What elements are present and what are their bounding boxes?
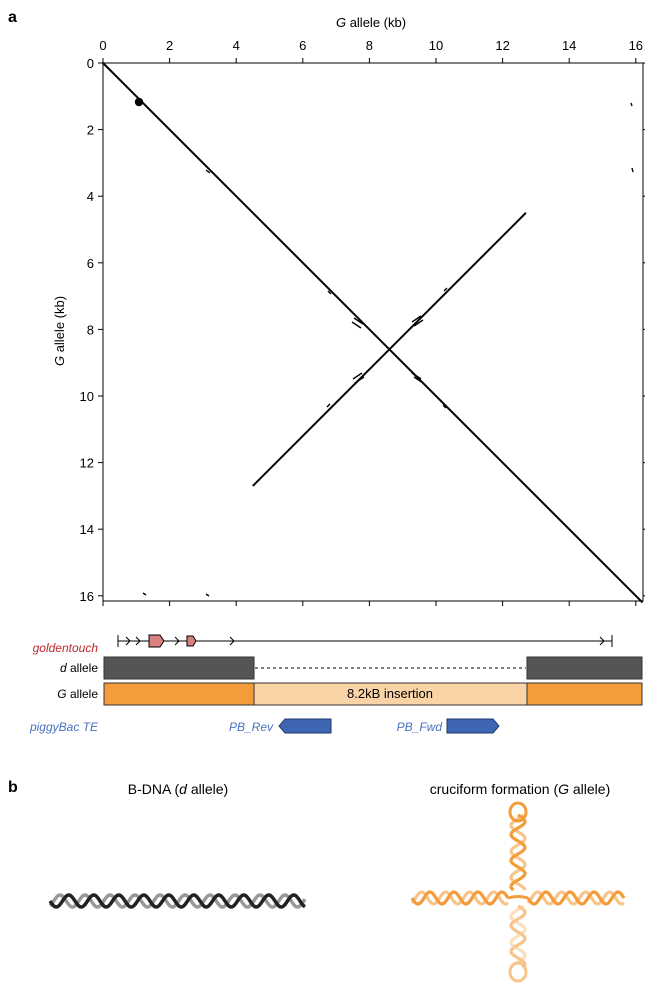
x-tick-label: 16 xyxy=(629,38,643,53)
dot-plot-series xyxy=(102,62,644,604)
x-axis-title: G allele (kb) xyxy=(336,15,406,30)
dot-artifact xyxy=(411,315,422,323)
x-tick-label: 8 xyxy=(366,38,373,53)
dot-artifact xyxy=(142,592,147,596)
x-tick-label: 10 xyxy=(429,38,443,53)
x-tick-label: 12 xyxy=(495,38,509,53)
y-tick-label: 14 xyxy=(80,522,94,537)
pb-fwd-label: PB_Fwd xyxy=(397,720,443,734)
x-axis-ticks: 0 2 4 6 8 10 12 14 16 xyxy=(99,38,643,606)
helix-strand-back xyxy=(509,904,527,969)
x-tick-label: 6 xyxy=(299,38,306,53)
g-allele-right-bar xyxy=(526,682,643,706)
y-tick-label: 12 xyxy=(80,456,94,471)
dot-artifact xyxy=(443,287,448,292)
insertion-label: 8.2kB insertion xyxy=(347,686,433,701)
pb-fwd-arrow xyxy=(446,718,500,734)
dot-artifact xyxy=(353,317,364,325)
dot-artifact xyxy=(631,167,634,173)
y-tick-label: 16 xyxy=(80,589,94,604)
dot-artifact xyxy=(354,376,365,384)
x-tick-label: 2 xyxy=(166,38,173,53)
cruciform-illustration xyxy=(410,801,626,983)
cruciform-junction xyxy=(507,895,529,900)
d-allele-left-bar xyxy=(103,656,255,680)
dot-artifact xyxy=(352,372,363,380)
cruciform-title: cruciform formation (G allele) xyxy=(430,781,611,797)
y-axis-title: G allele (kb) xyxy=(52,296,67,366)
dot-artifact xyxy=(326,403,331,408)
gene-model xyxy=(117,634,613,648)
dot-artifact xyxy=(205,169,211,174)
panel-a-label: a xyxy=(8,9,17,26)
dot-plot-line-1 xyxy=(102,62,644,604)
exon-1 xyxy=(148,634,165,648)
dot-artifact xyxy=(413,376,424,384)
b-dna-title: B-DNA (d allele) xyxy=(128,781,228,797)
y-axis-ticks: 0 2 4 6 8 10 12 14 16 xyxy=(80,56,645,604)
helix-strand-back xyxy=(410,890,509,906)
panel-b-label: b xyxy=(8,779,18,796)
pb-rev-label: PB_Rev xyxy=(229,720,274,734)
dot-plot-artifacts xyxy=(134,97,634,597)
pb-rev-arrow xyxy=(278,718,332,734)
g-allele-label: G allele xyxy=(57,687,98,701)
helix-strand-back xyxy=(509,813,527,891)
dot-artifact xyxy=(351,321,362,329)
y-tick-label: 6 xyxy=(87,256,94,271)
d-allele-label: d allele xyxy=(60,661,98,675)
x-tick-label: 14 xyxy=(562,38,576,53)
dot-artifact xyxy=(134,97,144,107)
exon-2 xyxy=(186,635,197,647)
gene-label: goldentouch xyxy=(33,641,99,655)
dot-artifact xyxy=(413,319,424,327)
y-tick-label: 8 xyxy=(87,322,94,337)
helix-strand-front xyxy=(509,904,527,970)
d-allele-right-bar xyxy=(526,656,643,680)
x-tick-label: 4 xyxy=(233,38,240,53)
helix-strand-back xyxy=(526,890,625,906)
helix-strand-front xyxy=(48,893,306,909)
dot-plot-line-2 xyxy=(252,212,527,487)
cruciform-bottom-loop xyxy=(508,961,528,983)
helix-strand-front xyxy=(526,890,626,906)
y-tick-label: 0 xyxy=(87,56,94,71)
te-label: piggyBac TE xyxy=(29,720,99,734)
x-tick-label: 0 xyxy=(99,38,106,53)
cruciform-top-loop xyxy=(508,801,528,823)
y-tick-label: 4 xyxy=(87,189,94,204)
dot-artifact xyxy=(630,102,633,107)
dot-artifact xyxy=(327,290,332,295)
y-tick-label: 10 xyxy=(80,389,94,404)
helix-strand-front xyxy=(410,890,510,906)
plot-frame xyxy=(102,62,644,602)
dot-artifact xyxy=(205,593,210,597)
y-tick-label: 2 xyxy=(87,123,94,138)
dot-artifact xyxy=(411,372,422,380)
helix-strand-front xyxy=(509,813,527,892)
b-dna-helix-illustration xyxy=(48,893,307,909)
g-allele-left-bar xyxy=(103,682,255,706)
dot-artifact xyxy=(442,404,447,409)
